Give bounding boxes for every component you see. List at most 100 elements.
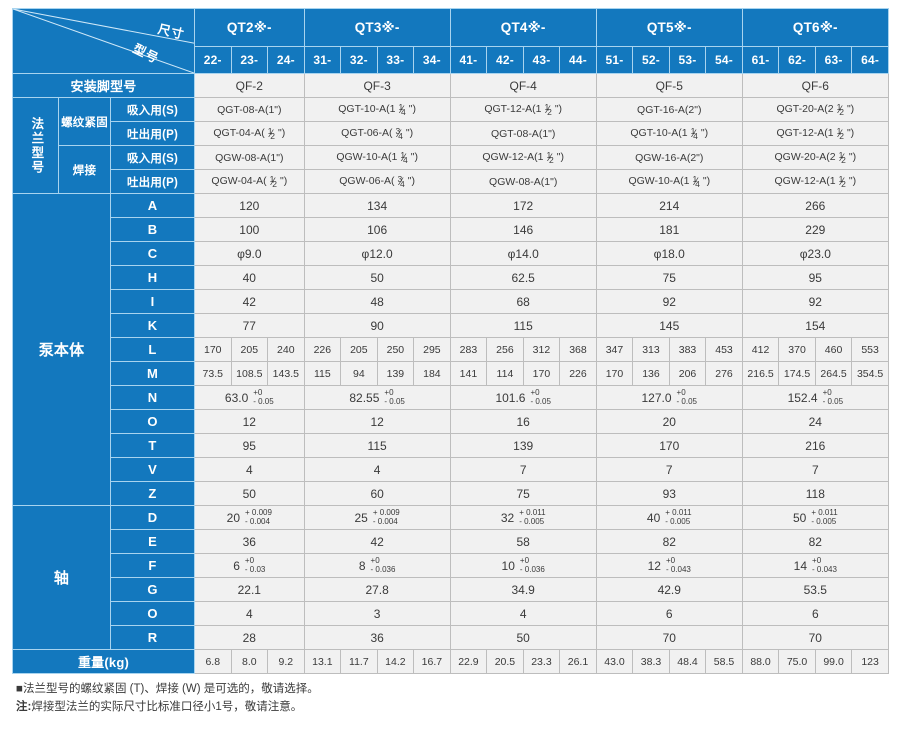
flange-model-cell: QGT-08-A(1")	[194, 97, 305, 122]
pump-body-row: I 42 48 68 92 92	[13, 289, 889, 314]
pump-body-value: 115	[303, 433, 451, 458]
pump-body-value: 206	[668, 361, 707, 386]
pump-body-value: 283	[449, 337, 488, 362]
footnote-1: ■法兰型号的螺纹紧固 (T)、焊接 (W) 是可选的，敬请选择。	[16, 683, 319, 695]
pump-body-value: 139	[449, 433, 597, 458]
flange-model-cell: QGT-20-A(2 1⁄2 ")	[741, 97, 889, 122]
pump-body-value: 240	[267, 337, 305, 362]
weight-value: 8.0	[230, 649, 269, 674]
flange-model-cell: QGW-10-A(1 1⁄4 ")	[595, 169, 743, 194]
variant-column-24: 24-	[267, 46, 305, 74]
footnotes: ■法兰型号的螺纹紧固 (T)、焊接 (W) 是可选的，敬请选择。 注:焊接型法兰…	[12, 681, 888, 717]
weight-row: 重量(kg) 6.8 8.0 9.2 13.1 11.7 14.2 16.7 22.9 20.5 2…	[11, 649, 889, 674]
dimension-tolerance-cell: 40 + 0.011- 0.005	[595, 505, 743, 530]
shaft-row: F 6 +0- 0.03 8 +0- 0.036 10 +0- 0.036 12 +0- 0.0…	[13, 553, 889, 578]
pump-body-value: 229	[741, 217, 889, 242]
pump-body-value: 170	[194, 337, 232, 362]
variant-column-32: 32-	[340, 46, 378, 74]
pump-body-value: 20	[595, 409, 743, 434]
flange-port-label: 吐出用(P)	[109, 169, 196, 194]
pump-body-value: 75	[449, 481, 597, 506]
shaft-value: 3	[303, 601, 451, 626]
footnote-2: 注:焊接型法兰的实际尺寸比标准口径小1号，敬请注意。	[16, 699, 888, 717]
pump-body-value: 106	[303, 217, 451, 242]
flange-model-cell: QGT-06-A(3⁄4 ")	[303, 121, 451, 146]
pump-body-row: N 63.0 +0- 0.05 82.55 +0- 0.05 101.6 +0- 0.05 1…	[13, 385, 889, 410]
series-header-4: QT5※-	[595, 8, 743, 47]
shaft-value: 82	[595, 529, 743, 554]
pump-body-value: 75	[595, 265, 743, 290]
mounting-foot-value: QF-4	[449, 73, 597, 98]
flange-model-cell: QGW-10-A(1 1⁄4 ")	[303, 145, 451, 170]
shaft-value: 6	[595, 601, 743, 626]
pump-body-value: 92	[595, 289, 743, 314]
pump-body-value: 460	[814, 337, 853, 362]
pump-body-value: 73.5	[194, 361, 232, 386]
pump-body-value: 68	[449, 289, 597, 314]
pump-body-dim-M: M	[109, 361, 196, 386]
dimension-tolerance-cell: 32 + 0.011- 0.005	[449, 505, 597, 530]
series-header-1: QT2※-	[194, 8, 305, 47]
mounting-foot-value: QF-3	[303, 73, 451, 98]
shaft-dim-O: O	[109, 601, 196, 626]
pump-body-value: 42	[194, 289, 305, 314]
pump-body-value: 7	[741, 457, 889, 482]
variant-column-43: 43-	[522, 46, 561, 74]
variant-column-41: 41-	[449, 46, 488, 74]
pump-body-row: 泵本体 A 120 134 172 214 266	[12, 193, 889, 506]
flange-row: 吐出用(P) QGT-04-A(1⁄2 ") QGT-06-A(3⁄4 ") QGT-08…	[13, 121, 889, 146]
pump-body-value: 146	[449, 217, 597, 242]
pump-body-value: 347	[595, 337, 634, 362]
pump-body-row: T 95 115 139 170 216	[13, 433, 889, 458]
mounting-foot-value: QF-6	[741, 73, 889, 98]
pump-body-dim-T: T	[109, 433, 196, 458]
shaft-value: 28	[194, 625, 305, 650]
flange-model-cell: QGT-12-A(1 1⁄2 ")	[449, 97, 597, 122]
weight-value: 43.0	[595, 649, 634, 674]
pump-body-value: 226	[559, 361, 597, 386]
weight-value: 99.0	[814, 649, 853, 674]
variant-column-54: 54-	[705, 46, 743, 74]
flange-model-cell: QGW-08-A(1")	[194, 145, 305, 170]
flange-model-cell: QGW-12-A(1 1⁄2 ")	[449, 145, 597, 170]
pump-body-value: 170	[595, 433, 743, 458]
shaft-row: 轴 D 20 + 0.009- 0.004 25 + 0.009- 0.004 32 + 0.…	[12, 505, 889, 650]
dimension-tolerance-cell: 8 +0- 0.036	[303, 553, 451, 578]
pump-body-row: H 40 50 62.5 75 95	[13, 265, 889, 290]
shaft-value: 27.8	[303, 577, 451, 602]
pump-body-value: 115	[449, 313, 597, 338]
flange-group-label: 焊接	[58, 145, 111, 194]
pump-body-value: 4	[303, 457, 451, 482]
pump-body-value: 93	[595, 481, 743, 506]
flange-model-cell: QGW-16-A(2")	[595, 145, 743, 170]
pump-body-value: 7	[449, 457, 597, 482]
flange-row: 吐出用(P) QGW-04-A(1⁄2 ") QGW-06-A(3⁄4 ") QGW-08…	[13, 169, 889, 194]
pump-body-value: 143.5	[267, 361, 305, 386]
variant-column-52: 52-	[632, 46, 670, 74]
pump-body-value: 214	[595, 193, 743, 218]
pump-body-value: 170	[522, 361, 561, 386]
weight-value: 9.2	[267, 649, 305, 674]
pump-body-value: 48	[303, 289, 451, 314]
dimension-tolerance-cell: 82.55 +0- 0.05	[303, 385, 451, 410]
pump-body-value: 264.5	[814, 361, 853, 386]
shaft-value: 34.9	[449, 577, 597, 602]
pump-body-value: 154	[741, 313, 889, 338]
pump-body-value: φ18.0	[595, 241, 743, 266]
pump-body-value: 368	[559, 337, 597, 362]
shaft-value: 4	[449, 601, 597, 626]
variant-column-53: 53-	[668, 46, 707, 74]
pump-body-row: L 170 205 240 226 205 250 295 283 256 312 368 347 313…	[13, 337, 889, 362]
variant-column-31: 31-	[303, 46, 342, 74]
pump-body-value: 226	[303, 337, 342, 362]
pump-body-dim-Z: Z	[109, 481, 196, 506]
shaft-value: 42.9	[595, 577, 743, 602]
pump-body-value: 383	[668, 337, 707, 362]
pump-body-value: 118	[741, 481, 889, 506]
variant-column-34: 34-	[413, 46, 451, 74]
flange-section-label: 法兰型号	[12, 97, 59, 194]
weight-value: 14.2	[376, 649, 415, 674]
